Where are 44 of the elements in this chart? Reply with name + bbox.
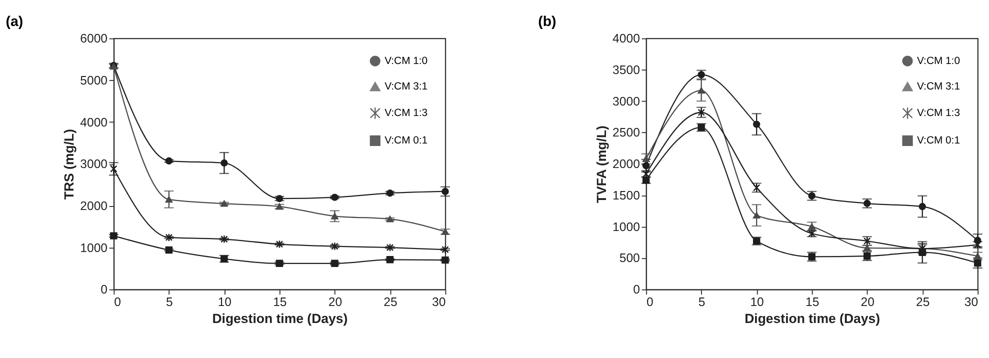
x-tick-label: 15 bbox=[805, 294, 820, 309]
y-tick-label: 2000 bbox=[80, 198, 108, 213]
x-tick-label: 0 bbox=[114, 294, 122, 309]
y-axis-title: TVFA (mg/L) bbox=[594, 126, 609, 204]
x-tick-label: 20 bbox=[328, 294, 342, 309]
y-tick-label: 1500 bbox=[612, 188, 640, 202]
x-tick-label: 25 bbox=[916, 294, 930, 309]
legend-label: V:CM 0:1 bbox=[917, 135, 960, 146]
legend-label: V:CM 1:3 bbox=[384, 108, 428, 120]
x-tick-label: 15 bbox=[273, 294, 287, 309]
y-tick-label: 5000 bbox=[80, 73, 108, 88]
legend-label: V:CM 3:1 bbox=[917, 81, 960, 92]
y-tick-label: 4000 bbox=[80, 115, 108, 130]
x-tick-label: 20 bbox=[860, 294, 875, 309]
legend-label: V:CM 1:0 bbox=[917, 56, 960, 67]
x-tick-label: 10 bbox=[218, 294, 232, 309]
y-tick-label: 0 bbox=[633, 282, 640, 297]
y-tick-label: 3000 bbox=[612, 94, 640, 108]
x-tick-label: 30 bbox=[432, 294, 446, 309]
chart-title: (a) bbox=[6, 14, 24, 30]
legend-label: V:CM 1:3 bbox=[917, 108, 960, 120]
y-tick-label: 6000 bbox=[80, 32, 108, 46]
chart-title: (b) bbox=[538, 14, 557, 30]
x-tick-label: 10 bbox=[750, 294, 764, 309]
y-axis-title: TRS (mg/L) bbox=[61, 128, 76, 200]
y-tick-label: 3000 bbox=[80, 157, 108, 172]
x-axis-title: Digestion time (Days) bbox=[212, 310, 348, 326]
legend-label: V:CM 3:1 bbox=[384, 81, 428, 92]
x-tick-label: 30 bbox=[964, 294, 978, 309]
y-tick-label: 1000 bbox=[612, 220, 640, 234]
y-tick-label: 2500 bbox=[612, 126, 640, 140]
x-axis-title: Digestion time (Days) bbox=[744, 310, 880, 326]
x-tick-label: 0 bbox=[646, 294, 654, 309]
x-tick-label: 5 bbox=[698, 294, 706, 309]
x-tick-label: 5 bbox=[166, 294, 173, 309]
legend-label: V:CM 1:0 bbox=[384, 56, 428, 67]
legend-label: V:CM 0:1 bbox=[384, 135, 428, 146]
y-tick-label: 2000 bbox=[612, 157, 640, 172]
x-tick-label: 25 bbox=[384, 294, 398, 309]
y-tick-label: 4000 bbox=[612, 32, 640, 46]
y-tick-label: 1000 bbox=[80, 240, 108, 255]
y-tick-label: 3500 bbox=[612, 62, 640, 77]
y-tick-label: 0 bbox=[100, 282, 108, 297]
y-tick-label: 500 bbox=[619, 251, 640, 266]
